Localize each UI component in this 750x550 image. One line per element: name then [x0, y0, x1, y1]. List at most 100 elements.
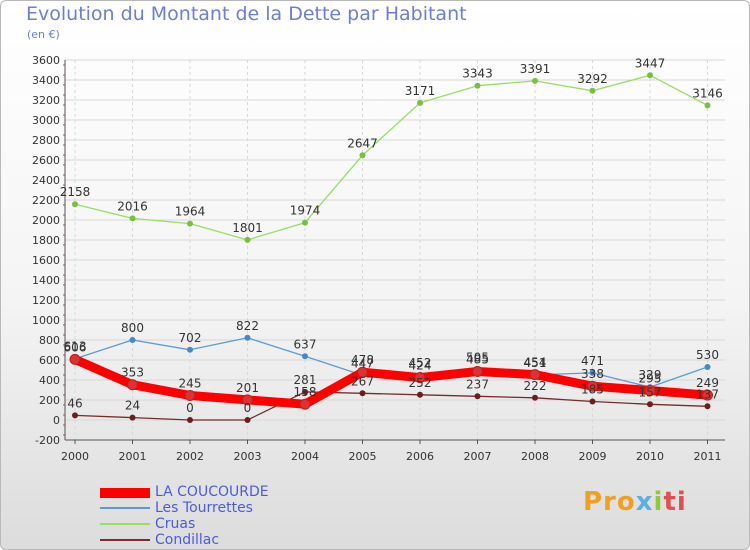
x-tick-label: 2006: [406, 450, 434, 463]
data-label: 3447: [635, 56, 666, 70]
data-point: [244, 236, 251, 243]
data-point: [184, 390, 196, 401]
x-tick-label: 2008: [521, 450, 549, 463]
data-point: [589, 398, 596, 405]
y-tick-label: 800: [39, 334, 60, 347]
legend-swatch-la-coucourde: [100, 488, 150, 498]
data-label: 3171: [405, 84, 436, 98]
data-label: 267: [351, 374, 374, 388]
data-point: [187, 220, 193, 227]
data-point: [72, 201, 78, 208]
data-label: 3391: [520, 62, 551, 76]
data-point: [72, 412, 78, 419]
data-point: [474, 82, 481, 89]
legend-swatch-cruas: [100, 523, 150, 525]
data-point: [644, 385, 656, 396]
data-label: 606: [64, 340, 87, 354]
y-tick-label: 2800: [32, 134, 60, 147]
data-label: 353: [121, 366, 144, 380]
data-point: [129, 337, 136, 343]
data-label: 3343: [462, 67, 493, 81]
series-line-la-coucourde: [70, 354, 712, 409]
data-label: 3146: [692, 86, 723, 100]
data-label: 24: [125, 399, 140, 413]
legend-swatch-les-tourrettes: [100, 507, 150, 509]
data-labels: 606 353 245 201 158 478 424 485 454 338 295 249 613 8…: [60, 56, 723, 415]
legend-label-condillac: Condillac: [155, 532, 220, 548]
data-point: [242, 394, 253, 406]
x-tick-label: 2000: [61, 450, 89, 463]
data-point: [359, 390, 366, 397]
x-tick-label: 2005: [349, 450, 377, 463]
data-label: 252: [409, 376, 432, 390]
axes: -200020040060080010001200140016001800200…: [32, 54, 725, 463]
data-point: [302, 219, 308, 226]
data-label: 245: [179, 377, 202, 391]
data-point: [359, 152, 366, 159]
data-label: 822: [236, 319, 259, 333]
data-point: [417, 391, 423, 398]
data-label: 2647: [347, 136, 378, 150]
x-tick-label: 2003: [234, 450, 262, 463]
data-label: 249: [696, 376, 719, 390]
data-label: 505: [466, 351, 489, 365]
data-label: 800: [121, 321, 144, 335]
data-point: [414, 372, 426, 384]
data-label: 46: [67, 396, 82, 410]
legend-label-cruas: Cruas: [155, 516, 196, 532]
data-label: 2016: [117, 199, 148, 213]
y-tick-label: -200: [35, 434, 60, 447]
data-point: [474, 393, 481, 400]
data-label: 137: [696, 387, 719, 401]
data-point: [302, 353, 308, 360]
data-label: 158: [294, 385, 317, 399]
data-label: 2158: [60, 185, 91, 199]
data-label: 485: [466, 353, 489, 367]
data-point: [127, 379, 138, 391]
legend-label-la-coucourde: LA COUCOURDE: [155, 484, 269, 500]
data-label: 471: [581, 354, 604, 368]
data-label: 1964: [175, 205, 206, 219]
x-tick-label: 2009: [579, 450, 607, 463]
data-point: [129, 215, 136, 222]
series-line-cruas: [74, 74, 709, 241]
data-label: 1801: [232, 221, 263, 235]
data-label: 447: [351, 356, 374, 370]
data-label: 3292: [577, 72, 608, 86]
data-point: [647, 401, 653, 408]
data-point: [704, 364, 711, 370]
legend-label-les-tourrettes: Les Tourrettes: [155, 500, 253, 516]
data-label: 454: [524, 356, 547, 370]
data-label: 295: [639, 372, 662, 386]
data-point: [589, 369, 596, 376]
y-tick-label: 200: [39, 394, 60, 407]
y-tick-label: 2200: [32, 194, 60, 207]
data-label: 0: [186, 401, 194, 415]
data-label: 451: [524, 356, 547, 370]
y-tick-label: 1400: [32, 274, 60, 287]
data-label: 185: [581, 383, 604, 397]
data-label: 613: [64, 340, 87, 354]
y-tick-label: 1600: [32, 254, 60, 267]
chart-title: Evolution du Montant de la Dette par Hab…: [26, 3, 467, 25]
data-point: [244, 417, 251, 423]
data-label: 281: [294, 373, 317, 387]
data-point: [529, 369, 541, 381]
data-label: 1974: [290, 204, 321, 218]
x-tick-label: 2007: [464, 450, 492, 463]
y-tick-label: 3400: [32, 74, 60, 87]
grid: [65, 59, 725, 441]
series-group: [69, 72, 713, 423]
data-label: 530: [696, 348, 719, 362]
proxiti-logo: Proxiti: [583, 487, 687, 517]
data-label: 201: [236, 381, 259, 395]
data-point: [357, 366, 368, 378]
data-point: [187, 346, 193, 353]
y-tick-label: 600: [39, 354, 60, 367]
data-label: 478: [351, 353, 374, 367]
y-tick-label: 3600: [32, 54, 60, 67]
data-point: [302, 388, 308, 395]
data-point: [244, 334, 251, 341]
data-point: [187, 417, 193, 423]
x-tick-label: 2002: [176, 450, 204, 463]
